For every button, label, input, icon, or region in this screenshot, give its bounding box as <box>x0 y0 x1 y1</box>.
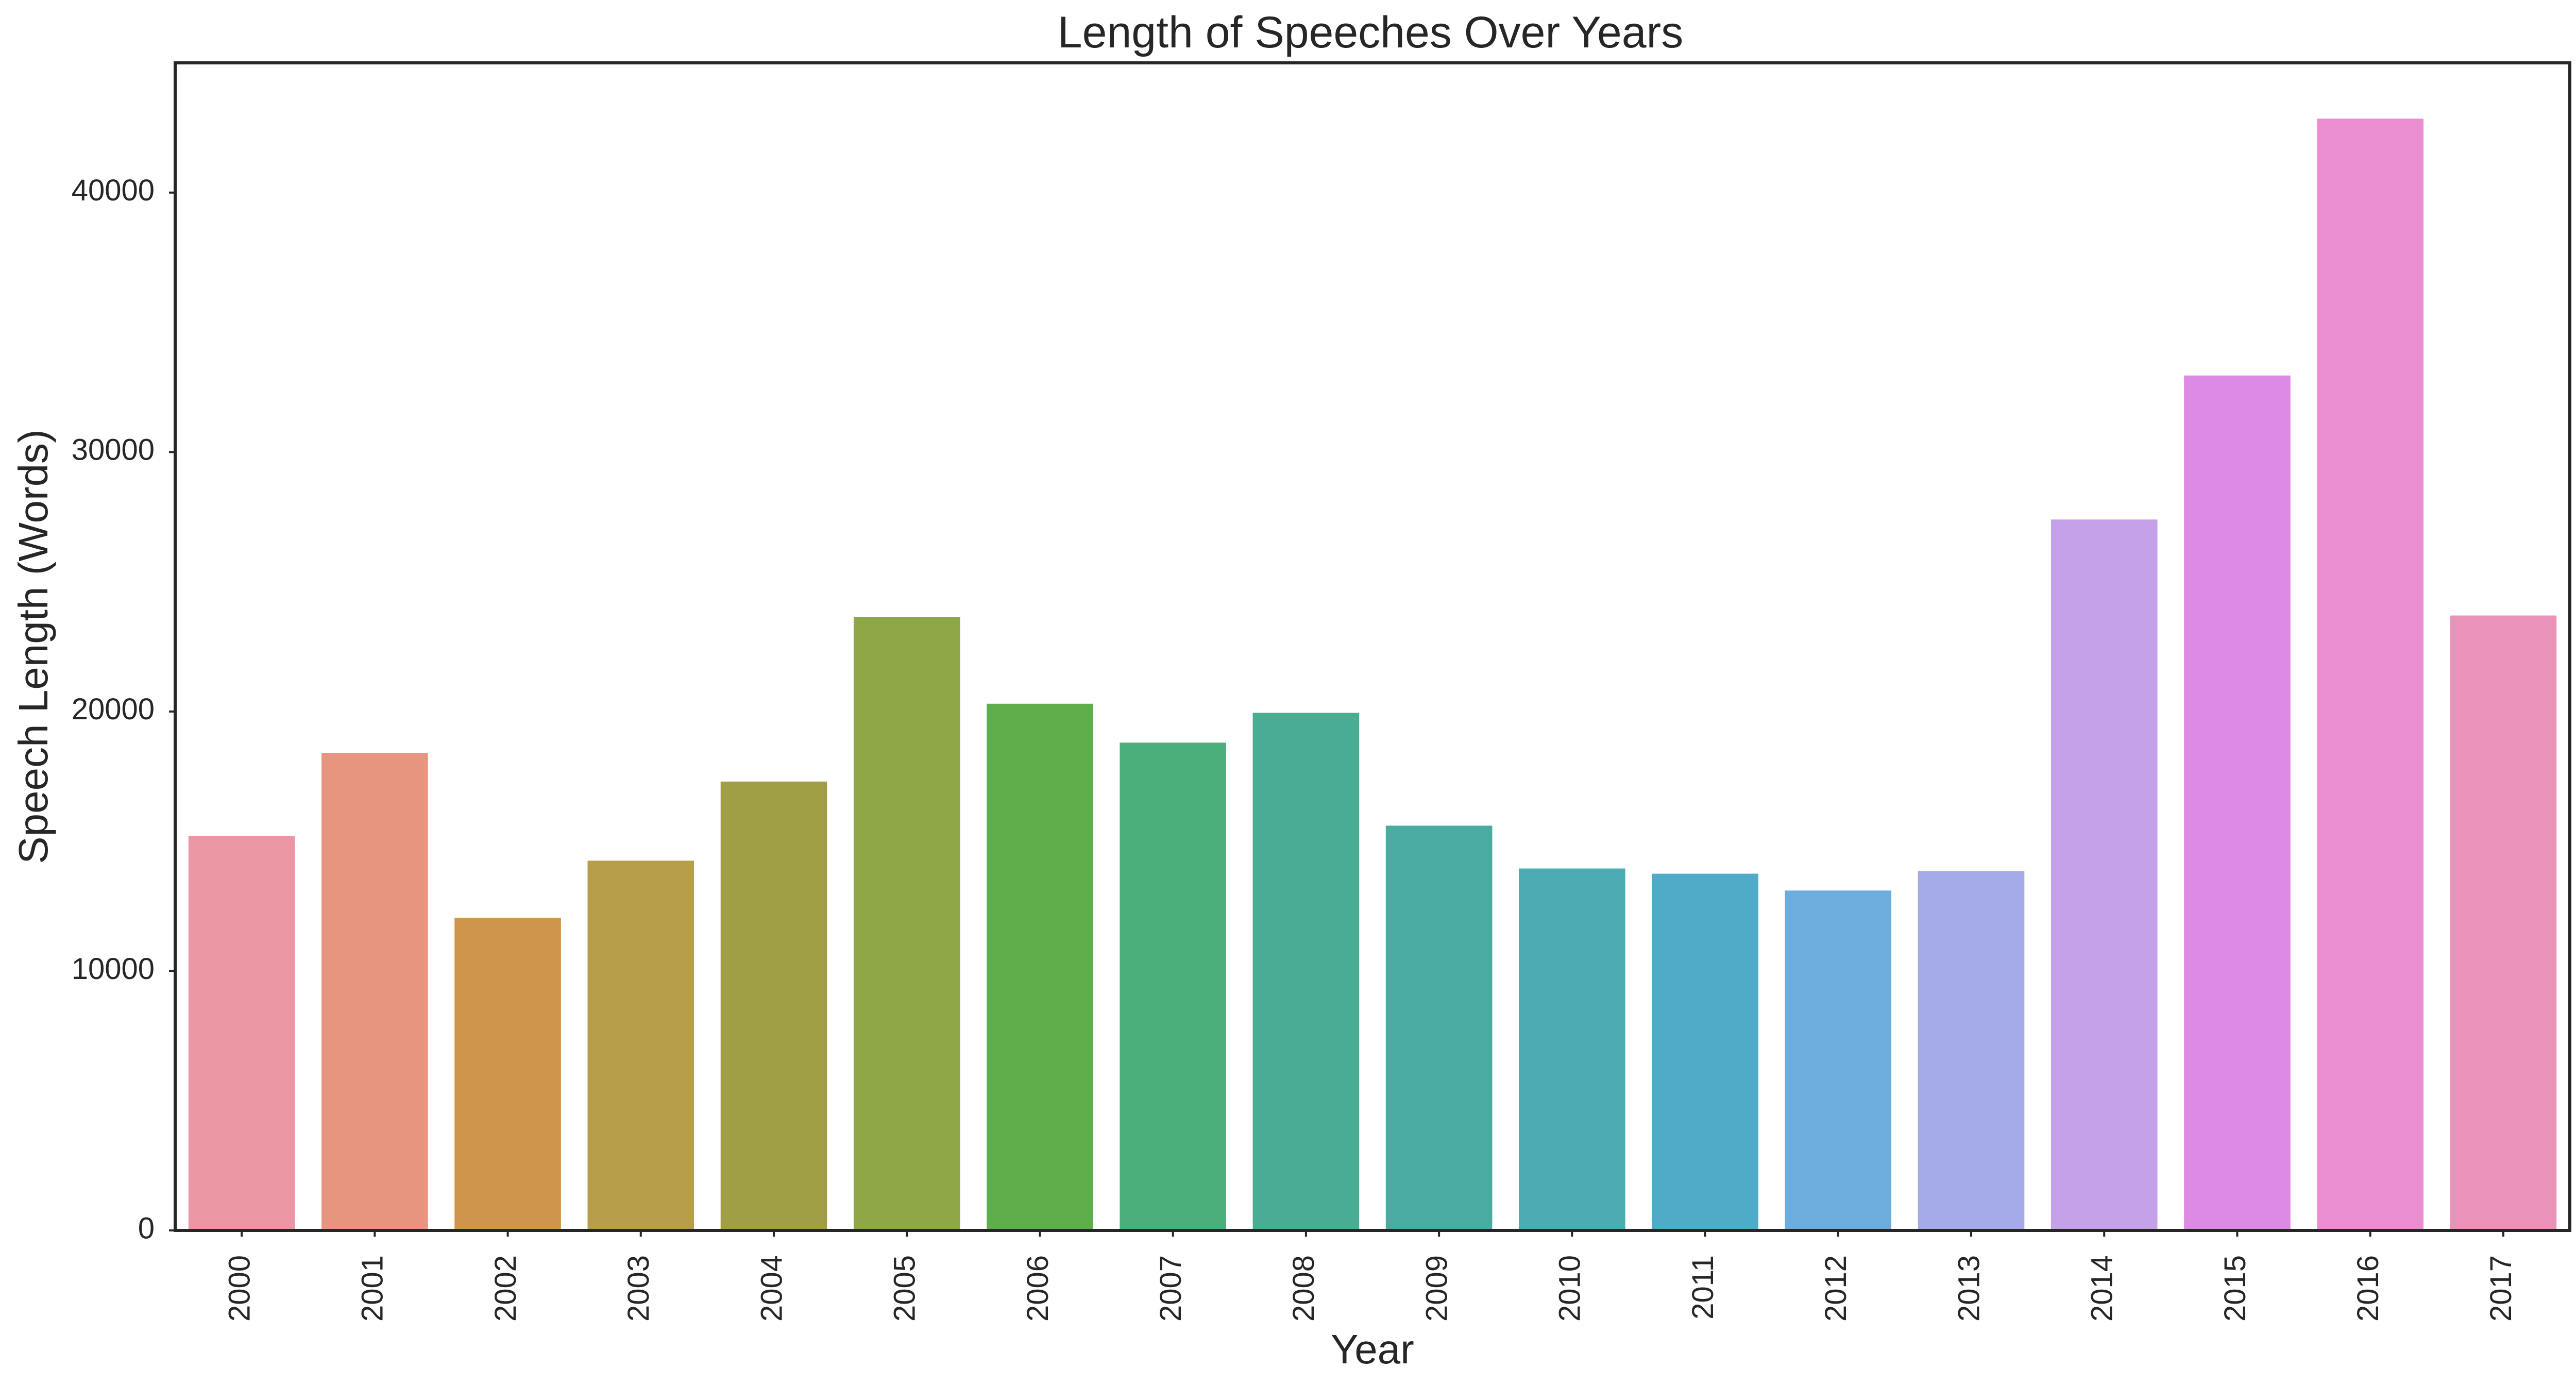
y-axis-label: Speech Length (Words) <box>10 429 56 864</box>
bar-2010 <box>1519 868 1625 1230</box>
bar-2007 <box>1120 742 1226 1230</box>
bar-2005 <box>853 617 960 1230</box>
x-tick-label-2006: 2006 <box>1021 1255 1055 1322</box>
x-tick-label-2015: 2015 <box>2218 1255 2252 1322</box>
bar-2017 <box>2450 615 2557 1230</box>
bar-2001 <box>321 753 428 1230</box>
x-tick-label-2000: 2000 <box>223 1255 256 1322</box>
bar-2003 <box>587 860 694 1230</box>
x-axis-label: Year <box>1331 1326 1414 1372</box>
x-tick-label-2013: 2013 <box>1952 1255 1986 1322</box>
bar-2002 <box>454 918 561 1230</box>
x-tick-label-2005: 2005 <box>888 1255 922 1322</box>
y-tick-label-10000: 10000 <box>72 952 155 986</box>
bar-2000 <box>188 836 295 1230</box>
x-tick-label-2014: 2014 <box>2086 1255 2119 1322</box>
bars-layer <box>188 119 2557 1231</box>
plot-frame <box>174 61 2571 1232</box>
x-tick-label-2002: 2002 <box>489 1255 522 1322</box>
x-tick-label-2001: 2001 <box>356 1255 389 1322</box>
bar-2015 <box>2184 375 2291 1230</box>
x-tick-label-2004: 2004 <box>755 1255 788 1322</box>
x-tick-label-2008: 2008 <box>1287 1255 1320 1322</box>
bar-2004 <box>720 781 827 1230</box>
y-tick-label-30000: 30000 <box>72 433 155 467</box>
x-tick-label-2011: 2011 <box>1686 1255 1720 1320</box>
x-tick-label-2012: 2012 <box>1819 1255 1853 1322</box>
bar-2012 <box>1785 890 1892 1230</box>
y-tick-label-0: 0 <box>138 1211 155 1245</box>
y-axis-ticks: 0 10000 20000 30000 40000 <box>72 174 175 1245</box>
bar-2008 <box>1252 713 1360 1230</box>
bar-2016 <box>2317 119 2424 1231</box>
x-tick-label-2010: 2010 <box>1553 1255 1587 1322</box>
x-tick-label-2003: 2003 <box>622 1255 655 1322</box>
bar-2014 <box>2050 519 2158 1230</box>
x-axis-ticks: 2000 2001 2002 2003 2004 2005 2006 2007 2008 2009… <box>223 1230 2518 1322</box>
bar-2013 <box>1918 871 2025 1230</box>
bar-2006 <box>987 703 1093 1230</box>
x-tick-label-2007: 2007 <box>1154 1255 1188 1322</box>
y-tick-label-40000: 40000 <box>72 174 155 207</box>
bar-2011 <box>1652 873 1758 1230</box>
x-tick-label-2009: 2009 <box>1420 1255 1453 1322</box>
x-tick-label-2017: 2017 <box>2484 1255 2518 1322</box>
x-tick-label-2016: 2016 <box>2351 1255 2385 1322</box>
chart-title: Length of Speeches Over Years <box>1058 8 1683 57</box>
y-tick-label-20000: 20000 <box>72 692 155 726</box>
bar-2009 <box>1385 825 1493 1230</box>
